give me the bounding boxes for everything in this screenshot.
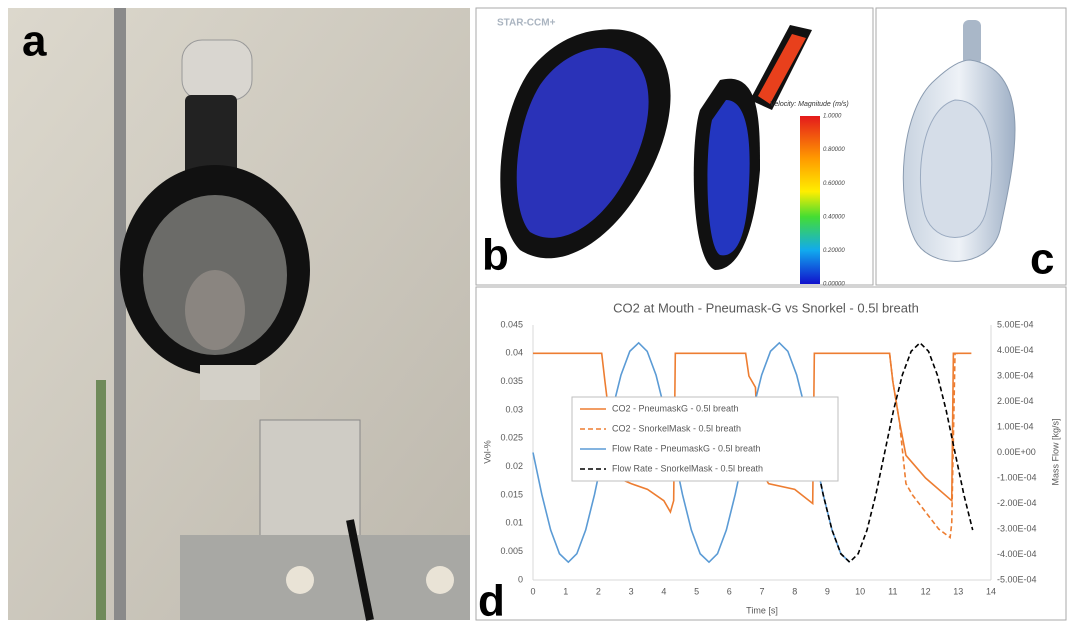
colorbar-tick-label: 0.20000 [823,248,845,254]
x-tick-label: 9 [825,586,830,596]
colorbar-title: Velocity: Magnitude (m/s) [770,101,849,108]
x-tick-label: 7 [759,586,764,596]
x-tick-label: 11 [888,586,897,596]
software-logo: STAR-CCM+ [497,18,556,29]
y2-tick-label: -5.00E-04 [997,574,1037,584]
colorbar-tick-label: 0.60000 [823,181,845,187]
photo-panel: a [8,8,470,620]
y-tick-label: 0.035 [500,376,523,386]
x-tick-label: 5 [694,586,699,596]
photo-panel-shape [260,420,360,540]
y2-tick-label: 2.00E-04 [997,396,1034,406]
legend-label: Flow Rate - PneumaskG - 0.5l breath [612,443,761,453]
y-tick-label: 0 [518,574,523,584]
y-axis-label: Vol-% [482,440,492,464]
photo-panel-shape [185,270,245,350]
photo-panel-shape [182,40,252,100]
y2-tick-label: -1.00E-04 [997,472,1037,482]
x-tick-label: 8 [792,586,797,596]
panel-label: b [482,231,509,280]
legend: CO2 - PneumaskG - 0.5l breath CO2 - Snork… [572,397,838,481]
page: Figure body { margin: 0; background: #ff… [0,0,1068,629]
y2-tick-label: 4.00E-04 [997,345,1034,355]
x-tick-label: 2 [596,586,601,596]
y-tick-label: 0.04 [505,348,523,358]
y-tick-label: 0.025 [500,433,523,443]
photo-panel-shape [96,380,106,620]
cfd-panel: STAR-CCM+ Velocity: Magnitude (m/s) 1.00… [476,8,873,288]
photo-panel-shape [114,8,126,620]
y2-tick-label: 5.00E-04 [997,319,1034,329]
y-tick-label: 0.01 [505,518,523,528]
panel-label: a [22,17,47,66]
panel-label: c [1030,235,1054,284]
colorbar-tick-label: 0.40000 [823,214,845,220]
panel-label: d [478,577,505,624]
x-tick-label: 6 [727,586,732,596]
x-axis-label: Time [s] [746,605,778,615]
render-panel: c [876,8,1066,285]
photo-panel-shape [200,365,260,400]
legend-label: CO2 - PneumaskG - 0.5l breath [612,403,739,413]
x-tick-label: 12 [921,586,931,596]
x-tick-label: 13 [953,586,963,596]
x-tick-label: 0 [530,586,535,596]
colorbar-tick-label: 0.80000 [823,147,845,153]
colorbar-tick-label: 1.0000 [823,114,842,120]
y-tick-label: 0.03 [505,404,523,414]
legend-label: CO2 - SnorkelMask - 0.5l breath [612,423,741,433]
x-tick-label: 1 [563,586,568,596]
y2-axis-label: Mass Flow [kg/s] [1050,418,1060,485]
y2-tick-label: 0.00E+00 [997,447,1036,457]
body: {"panels": { "a": {"label": "a"}, "b": {… [0,0,1068,629]
y2-tick-label: 3.00E-04 [997,370,1034,380]
y-tick-label: 0.02 [505,461,523,471]
y-tick-label: 0.005 [500,546,523,556]
photo-panel-shape [286,566,314,594]
chart-panel: CO2 at Mouth - Pneumask-G vs Snorkel - 0… [476,287,1066,624]
x-tick-label: 10 [855,586,865,596]
y-tick-label: 0.045 [500,319,523,329]
cfd-panel-shape [800,116,820,284]
y2-tick-label: 1.00E-04 [997,421,1034,431]
y2-tick-label: -3.00E-04 [997,523,1037,533]
photo-panel-shape [426,566,454,594]
y-tick-label: 0.015 [500,489,523,499]
figure: a STAR-CCM+ Velocity: Magnitude (m/s) 1.… [0,0,1068,624]
legend-label: Flow Rate - SnorkelMask - 0.5l breath [612,463,763,473]
y2-tick-label: -2.00E-04 [997,498,1037,508]
render-panel-shape [963,20,981,65]
x-tick-label: 14 [986,586,996,596]
x-tick-label: 3 [629,586,634,596]
x-tick-label: 4 [661,586,666,596]
chart-title: CO2 at Mouth - Pneumask-G vs Snorkel - 0… [613,300,919,315]
y2-tick-label: -4.00E-04 [997,549,1037,559]
